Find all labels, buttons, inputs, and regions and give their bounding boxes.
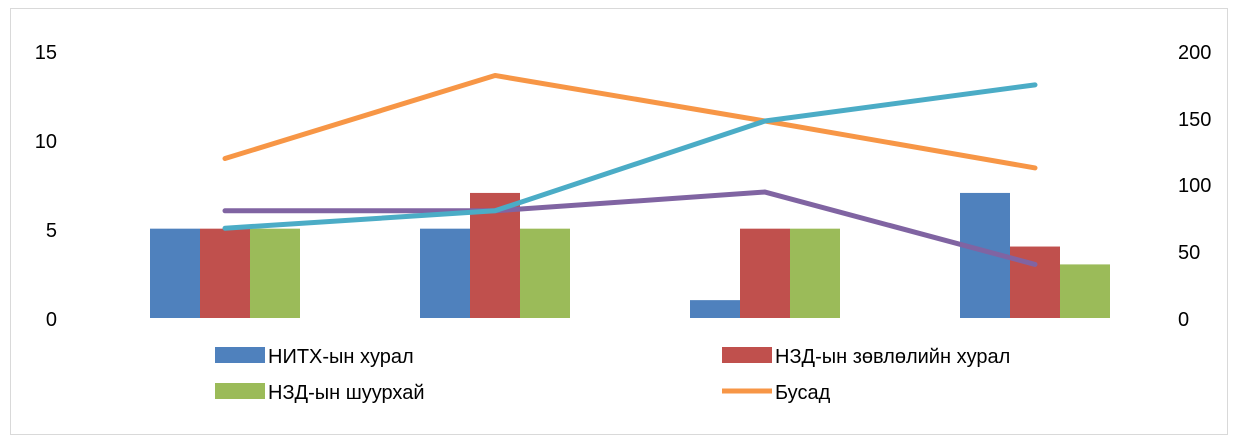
y-right-tick-label: 100 (1178, 175, 1211, 197)
legend-swatch-nitx (215, 347, 265, 363)
line-series-0 (222, 72, 1038, 171)
bar-series-0-cat-1 (420, 228, 470, 318)
y-left-tick-label: 10 (35, 131, 57, 153)
y-right-tick-label: 200 (1178, 42, 1211, 64)
legend-label-other: Бусад (775, 382, 831, 404)
bar-series-0-cat-2 (690, 300, 740, 318)
legend-label-nzd-council: НЗД-ын зөвлөлийн хурал (775, 346, 1010, 368)
line-series-2 (222, 82, 1038, 231)
legend-label-nitx: НИТХ-ын хурал (268, 346, 414, 368)
legend-swatch-nzd-council (722, 347, 772, 363)
bar-series-0-cat-0 (150, 228, 200, 318)
chart-frame (10, 8, 1228, 435)
line-series-1 (222, 189, 1038, 267)
line-layer (222, 72, 1038, 267)
bar-series-1-cat-2 (740, 228, 790, 318)
y-right-tick-label: 150 (1178, 109, 1211, 131)
bar-series-2-cat-0 (250, 228, 300, 318)
y-left-tick-label: 5 (46, 220, 57, 242)
legend-swatch-nzd-operational (215, 383, 265, 399)
bar-series-2-cat-2 (790, 228, 840, 318)
y-left-tick-label: 0 (46, 309, 57, 331)
y-left-tick-label: 15 (35, 42, 57, 64)
bar-series-2-cat-3 (1060, 264, 1110, 318)
legend-label-nzd-operational: НЗД-ын шуурхай (268, 382, 425, 404)
y-right-tick-label: 50 (1178, 242, 1200, 264)
legend: НИТХ-ын хурал НЗД-ын зөвлөлийн хурал НЗД… (215, 346, 1010, 404)
y-right-tick-label: 0 (1178, 309, 1189, 331)
bar-series-2-cat-1 (520, 228, 570, 318)
bar-series-1-cat-0 (200, 228, 250, 318)
bar-layer (150, 192, 1110, 318)
